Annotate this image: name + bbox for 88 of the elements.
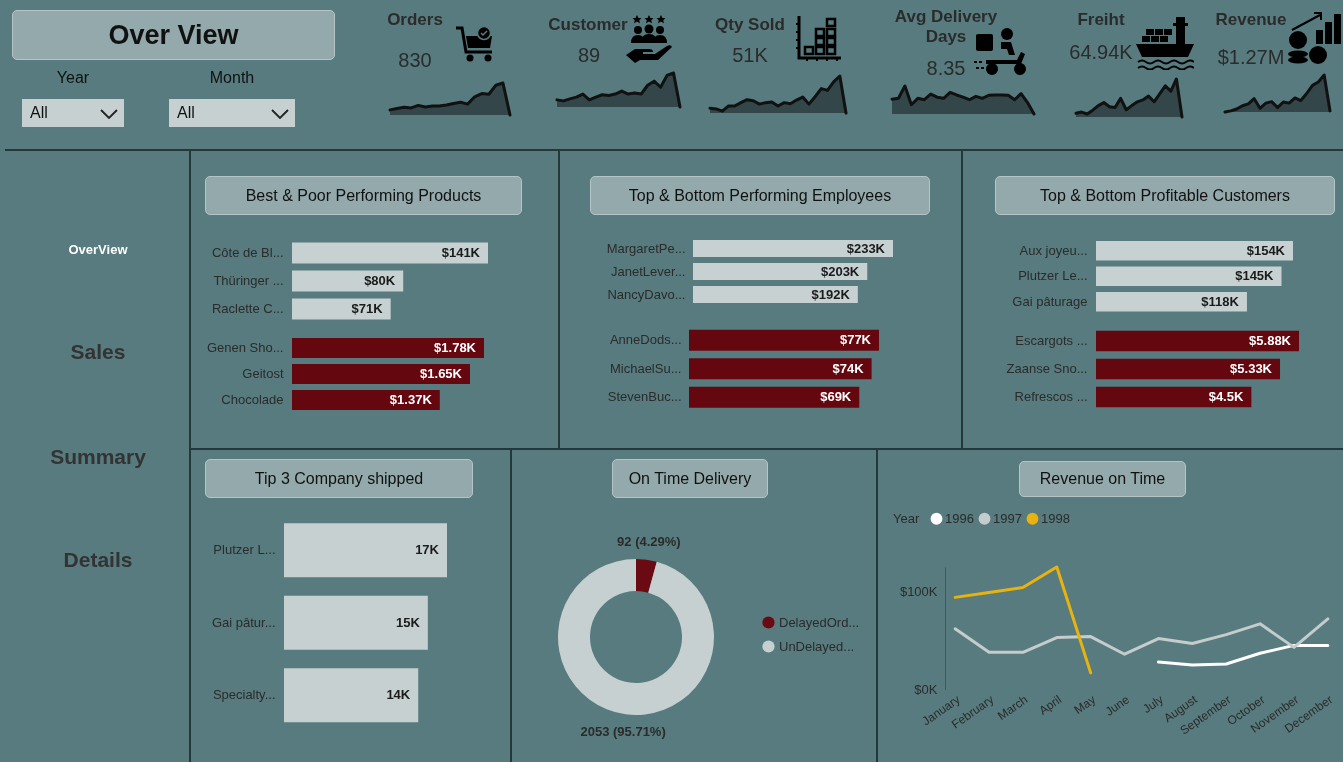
chart-title: Top & Bottom Performing Employees [628, 185, 892, 206]
data-label: $233K [846, 240, 886, 256]
data-label: $5.33K [1230, 361, 1273, 377]
text: Year [56, 68, 90, 88]
y-tick-label: Gai pâtur... [211, 614, 276, 630]
data-label: 17K [415, 542, 440, 557]
data-label: 15K [395, 614, 421, 630]
y-tick-label: MargaretPe... [606, 240, 686, 256]
text: All [177, 103, 195, 123]
chart-title: Revenue [1215, 9, 1287, 31]
data-label: $118K [1201, 293, 1240, 309]
legend-label: DelayedOrd... [779, 614, 860, 630]
y-tick-label: Gai pâturage [1012, 293, 1088, 309]
y-tick-label: Plutzer Le... [1018, 268, 1088, 284]
text: 51K [732, 43, 768, 67]
legend-label: 1998 [1041, 510, 1070, 526]
y-tick-label: Plutzer L... [213, 542, 276, 557]
legend-label: 1997 [993, 510, 1022, 526]
data-label: $69K [820, 389, 852, 405]
data-label: $141K [441, 244, 481, 260]
chart-title: Customer [548, 14, 628, 36]
text: Details [63, 547, 133, 573]
y-tick-label: Chocolade [221, 392, 284, 407]
legend-label: UnDelayed... [779, 638, 855, 654]
data-label: $4.5K [1208, 389, 1244, 405]
y-tick-label: Raclette C... [211, 300, 284, 316]
y-tick-label: Aux joyeu... [1019, 242, 1088, 258]
chart-title: Top & Bottom Profitable Customers [1040, 185, 1290, 206]
data-label: $77K [839, 332, 872, 348]
y-tick-label: Thüringer ... [213, 272, 284, 288]
chart-title: Qty Sold [715, 14, 785, 36]
y-tick-label: Genen Sho... [206, 340, 284, 355]
chart-title: Tip 3 Company shipped [254, 468, 424, 489]
y-tick-label: $100K [899, 583, 938, 599]
text: 8.35 [926, 56, 966, 80]
text: OverView [68, 242, 128, 258]
y-tick-label: Escargots ... [1015, 333, 1088, 349]
data-label: $80K [364, 272, 396, 288]
data-label: $1.78K [434, 340, 477, 355]
data-label: 2053 (95.71%) [580, 724, 666, 740]
y-tick-label: NancyDavo... [607, 286, 686, 302]
donut-slice [558, 559, 714, 715]
data-label: $1.65K [420, 366, 463, 381]
y-tick-label: AnneDods... [609, 332, 682, 348]
line-series [1156, 643, 1330, 666]
donut-slice [636, 559, 657, 593]
y-tick-label: Refrescos ... [1014, 389, 1088, 405]
data-label: 92 (4.29%) [617, 533, 681, 549]
y-tick-label: Côte de Bl... [211, 244, 284, 260]
text: 64.94K [1069, 40, 1133, 64]
data-label: $1.37K [389, 392, 433, 407]
text: Over View [108, 18, 239, 52]
text: Summary [50, 444, 146, 470]
chart-title: Freiht [1077, 9, 1125, 31]
data-label: $145K [1235, 268, 1275, 284]
text: 89 [577, 43, 601, 67]
line-series [953, 565, 1093, 674]
data-label: $203K [820, 263, 860, 279]
text: Month [209, 68, 255, 88]
data-label: $5.88K [1249, 333, 1292, 349]
text: All [30, 103, 48, 123]
x-tick-label: June [1102, 691, 1133, 719]
data-label: $74K [832, 361, 865, 376]
y-tick-label: JanetLever... [611, 263, 686, 279]
y-tick-label: MichaelSu... [609, 361, 682, 376]
data-label: $192K [811, 286, 851, 302]
chart-title: Revenue on Time [1039, 469, 1166, 489]
chart-title: Best & Poor Performing Products [245, 185, 482, 206]
chart-title: On Time Delivery [628, 468, 752, 489]
legend-title: Year [893, 510, 920, 526]
data-label: $71K [351, 300, 384, 316]
text: $1.27M [1217, 45, 1285, 69]
chart-title: Avg Delivery Days [893, 6, 999, 48]
y-tick-label: Specialty... [212, 687, 276, 702]
y-tick-label: Zaanse Sno... [1006, 361, 1088, 377]
legend-label: 1996 [945, 510, 974, 526]
data-label: 14K [386, 687, 411, 702]
x-tick-label: May [1071, 691, 1099, 717]
y-tick-label: $0K [914, 681, 938, 697]
text: Sales [70, 339, 126, 365]
x-tick-label: April [1036, 691, 1065, 718]
y-tick-label: Geitost [242, 366, 284, 381]
chart-title: Orders [387, 9, 443, 31]
data-label: $154K [1246, 242, 1286, 258]
x-tick-label: July [1140, 691, 1166, 716]
y-tick-label: StevenBuc... [607, 389, 682, 405]
line-series [953, 616, 1330, 656]
text: 830 [398, 48, 432, 72]
